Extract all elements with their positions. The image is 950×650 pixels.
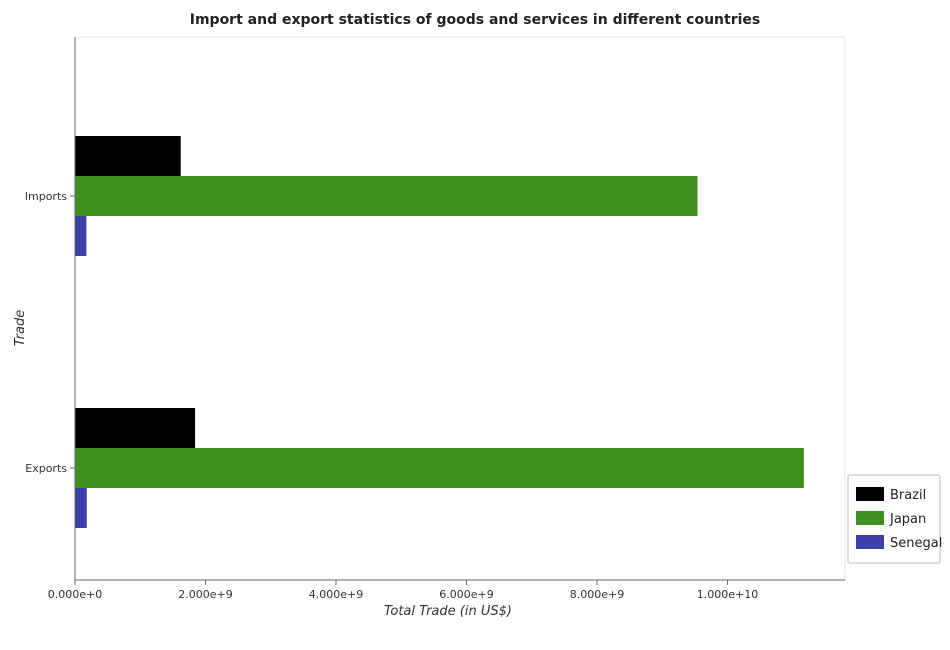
y-axis-label: Trade	[13, 310, 28, 347]
x-axis-label: Total Trade (in US$)	[384, 604, 512, 619]
chart-title: Import and export statistics of goods an…	[190, 12, 761, 28]
bar-exports-senegal	[75, 488, 87, 528]
y-axis: Exports Imports	[25, 37, 76, 580]
x-tick-label: 0.000e+0	[48, 588, 102, 601]
x-tick-label: 6.000e+9	[439, 588, 493, 601]
x-tick-label: 1.000e+10	[697, 588, 758, 601]
x-tick-label: 8.000e+9	[570, 588, 624, 601]
y-tick-label-imports: Imports	[25, 190, 68, 203]
bar-exports-japan	[75, 448, 804, 488]
bar-exports-brazil	[75, 408, 196, 448]
legend: Brazil Japan Senegal	[847, 474, 942, 564]
x-tick-label: 4.000e+9	[309, 588, 363, 601]
x-tick-label: 2.000e+9	[178, 588, 232, 601]
legend-swatch-japan	[856, 511, 884, 525]
bars-group	[75, 136, 804, 528]
legend-swatch-senegal	[856, 535, 884, 549]
bar-imports-senegal	[75, 216, 87, 256]
bar-imports-brazil	[75, 136, 181, 176]
legend-label-japan: Japan	[889, 512, 926, 527]
legend-label-brazil: Brazil	[890, 488, 926, 503]
y-tick-label-exports: Exports	[25, 462, 67, 475]
legend-swatch-brazil	[856, 487, 884, 501]
plot-area	[74, 36, 846, 581]
legend-label-senegal: Senegal	[890, 536, 942, 551]
bar-imports-japan	[75, 176, 698, 216]
x-axis: 0.000e+0 2.000e+9 4.000e+9 6.000e+9 8.000e+9…	[48, 579, 845, 601]
